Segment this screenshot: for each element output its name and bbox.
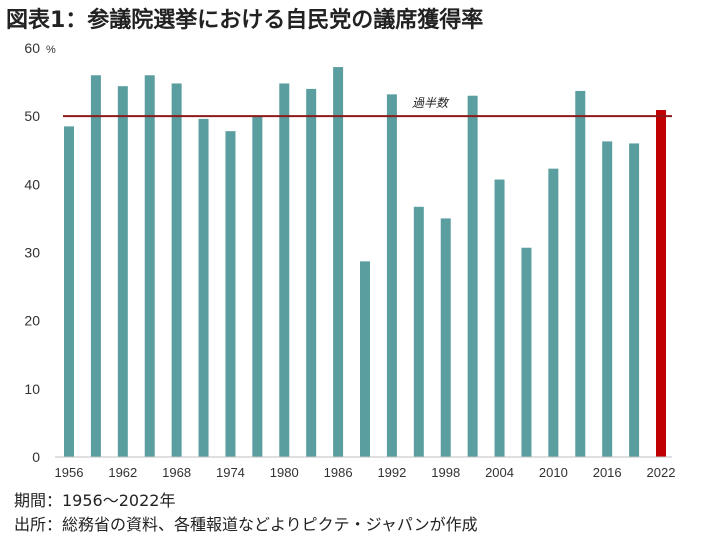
bar-highlight-2022 — [656, 110, 666, 457]
bar-1959 — [90, 75, 101, 458]
bar-1974 — [225, 131, 236, 457]
period-note: 期間：1956～2022年 — [14, 491, 176, 510]
bar-1971 — [198, 118, 209, 457]
source-note: 出所：総務省の資料、各種報道などよりピクテ・ジャパンが作成 — [14, 515, 478, 534]
y-tick-label: 20 — [24, 313, 40, 329]
bar-1965 — [144, 75, 155, 458]
x-tick-label: 1992 — [377, 465, 406, 480]
x-axis-ticks: 1956 1962 1968 1974 1980 1986 1992 1998 2004 2010… — [55, 465, 676, 480]
bar-1992 — [386, 94, 397, 457]
x-tick-label: 1956 — [55, 465, 84, 480]
bar-1980 — [279, 83, 290, 458]
x-tick-label: 1974 — [216, 465, 245, 480]
bar-1998 — [440, 218, 451, 457]
x-tick-label: 1998 — [431, 465, 460, 480]
x-tick-label: 2010 — [539, 465, 568, 480]
majority-reference-label: 過半数 — [412, 96, 450, 110]
y-tick-label: 10 — [24, 381, 40, 397]
x-tick-label: 2022 — [647, 465, 676, 480]
y-tick-label: 40 — [24, 176, 40, 192]
bar-1977 — [252, 116, 263, 458]
bar-2007 — [521, 247, 532, 457]
y-axis-ticks: 0 10 20 30 40 50 60 — [24, 40, 40, 465]
bar-1989 — [360, 261, 370, 457]
x-tick-label: 2016 — [593, 465, 622, 480]
page-title: 図表1：参議院選挙における自民党の議席獲得率 — [6, 8, 484, 33]
y-tick-label: 60 — [24, 40, 40, 56]
x-tick-label: 1968 — [162, 465, 191, 480]
y-tick-label: 0 — [32, 449, 40, 465]
bar-1986 — [333, 67, 344, 457]
bar-2019 — [629, 143, 640, 457]
bar-2004 — [494, 179, 505, 458]
bar-2016 — [602, 141, 613, 457]
bar-1968 — [171, 83, 182, 458]
x-tick-label: 1980 — [270, 465, 299, 480]
y-tick-label: 30 — [24, 245, 40, 261]
bar-2010 — [548, 168, 559, 457]
bar-1995 — [413, 206, 424, 457]
bar-1983 — [306, 88, 317, 458]
x-tick-label: 1986 — [324, 465, 353, 480]
bar-1962 — [117, 86, 128, 457]
x-tick-label: 1962 — [108, 465, 137, 480]
bar-2001 — [467, 95, 478, 457]
y-tick-label: 50 — [24, 108, 40, 124]
bar-1956 — [64, 126, 74, 458]
bar-series — [64, 67, 666, 458]
y-axis-unit-label: % — [46, 44, 56, 56]
x-tick-label: 2004 — [485, 465, 514, 480]
bar-2013 — [575, 90, 586, 457]
